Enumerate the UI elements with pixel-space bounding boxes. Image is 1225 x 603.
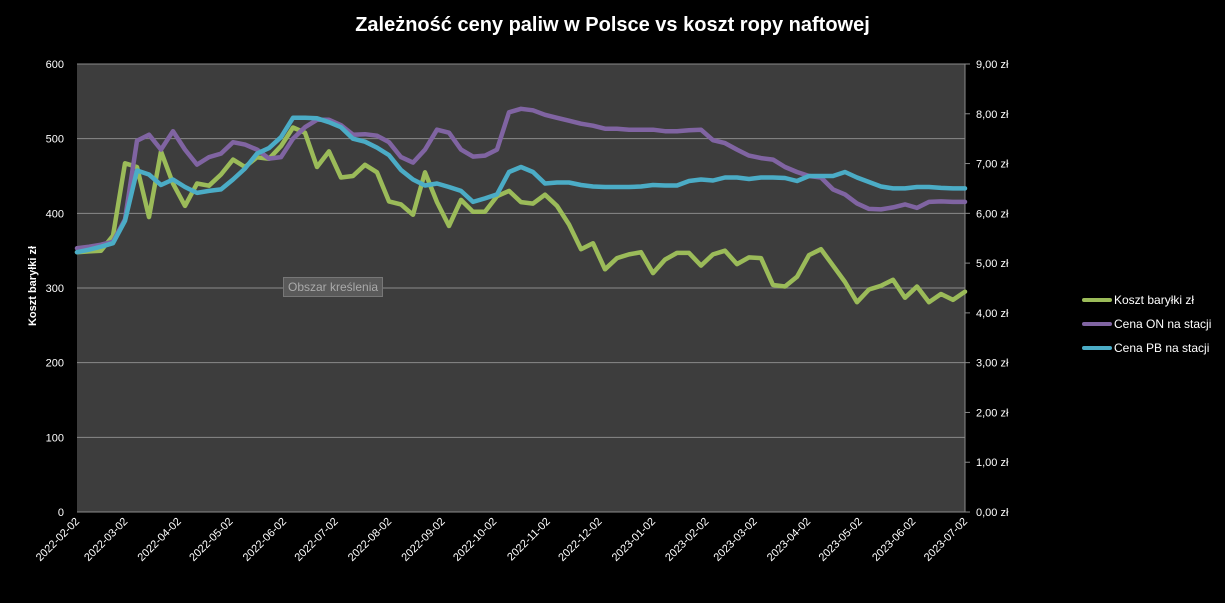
y-right-tick-label: 3,00 zł [976, 358, 1009, 370]
legend-label: Cena ON na stacji [1114, 317, 1212, 331]
y-right-tick-label: 9,00 zł [976, 59, 1009, 71]
x-tick-label: 2022-05-02 [187, 516, 235, 564]
x-tick-label: 2023-04-02 [765, 516, 813, 564]
x-tick-label: 2023-03-02 [711, 516, 759, 564]
x-tick-label: 2022-11-02 [505, 516, 553, 564]
y-right-tick-label: 2,00 zł [976, 407, 1009, 419]
legend-swatch [1082, 322, 1112, 326]
y-right-tick-label: 6,00 zł [976, 208, 1009, 220]
y-right-tick-label: 0,00 zł [976, 507, 1009, 519]
y-right-tick-label: 5,00 zł [976, 258, 1009, 270]
y-tick-label: 300 [46, 283, 64, 295]
legend-item[interactable]: Koszt baryłki zł [1082, 288, 1211, 312]
legend-swatch [1082, 298, 1112, 302]
y-right-tick-label: 1,00 zł [976, 457, 1009, 469]
x-tick-label: 2022-07-02 [292, 516, 340, 564]
y-tick-label: 400 [46, 208, 64, 220]
x-tick-label: 2022-02-02 [34, 516, 82, 564]
series-line-koszt-bary-ki-z-[interactable] [74, 125, 968, 305]
y-tick-label: 600 [46, 59, 64, 71]
x-tick-label: 2022-09-02 [399, 516, 447, 564]
y-tick-label: 100 [46, 432, 64, 444]
x-tick-label: 2023-01-02 [610, 516, 658, 564]
legend: Koszt baryłki zł Cena ON na stacji Cena … [1082, 288, 1211, 360]
plot-area-tooltip: Obszar kreślenia [283, 277, 384, 297]
y-tick-label: 500 [46, 134, 64, 146]
y-right-tick-label: 8,00 zł [976, 109, 1009, 121]
x-tick-label: 2022-10-02 [451, 516, 499, 564]
y-tick-label: 200 [46, 358, 64, 370]
legend-item[interactable]: Cena ON na stacji [1082, 312, 1211, 336]
y-right-tick-label: 7,00 zł [976, 159, 1009, 171]
x-tick-label: 2023-02-02 [663, 516, 711, 564]
legend-swatch [1082, 346, 1112, 350]
x-tick-label: 2022-08-02 [346, 516, 394, 564]
legend-item[interactable]: Cena PB na stacji [1082, 336, 1211, 360]
x-tick-label: 2022-03-02 [82, 516, 130, 564]
x-tick-label: 2022-12-02 [556, 516, 604, 564]
x-tick-label: 2023-05-02 [817, 516, 865, 564]
y-right-tick-label: 4,00 zł [976, 308, 1009, 320]
x-tick-label: 2022-04-02 [136, 516, 184, 564]
legend-label: Cena PB na stacji [1114, 341, 1210, 355]
x-tick-label: 2023-07-02 [922, 516, 970, 564]
x-tick-label: 2022-06-02 [241, 516, 289, 564]
legend-label: Koszt baryłki zł [1114, 293, 1195, 307]
chart-title: Zależność ceny paliw w Polsce vs koszt r… [355, 14, 870, 36]
series-line-cena-pb-na-stacji[interactable] [74, 115, 968, 255]
x-tick-label: 2023-06-02 [870, 516, 918, 564]
y-tick-label: 0 [58, 507, 64, 519]
y-axis-title: Koszt baryłki zł [27, 245, 39, 327]
